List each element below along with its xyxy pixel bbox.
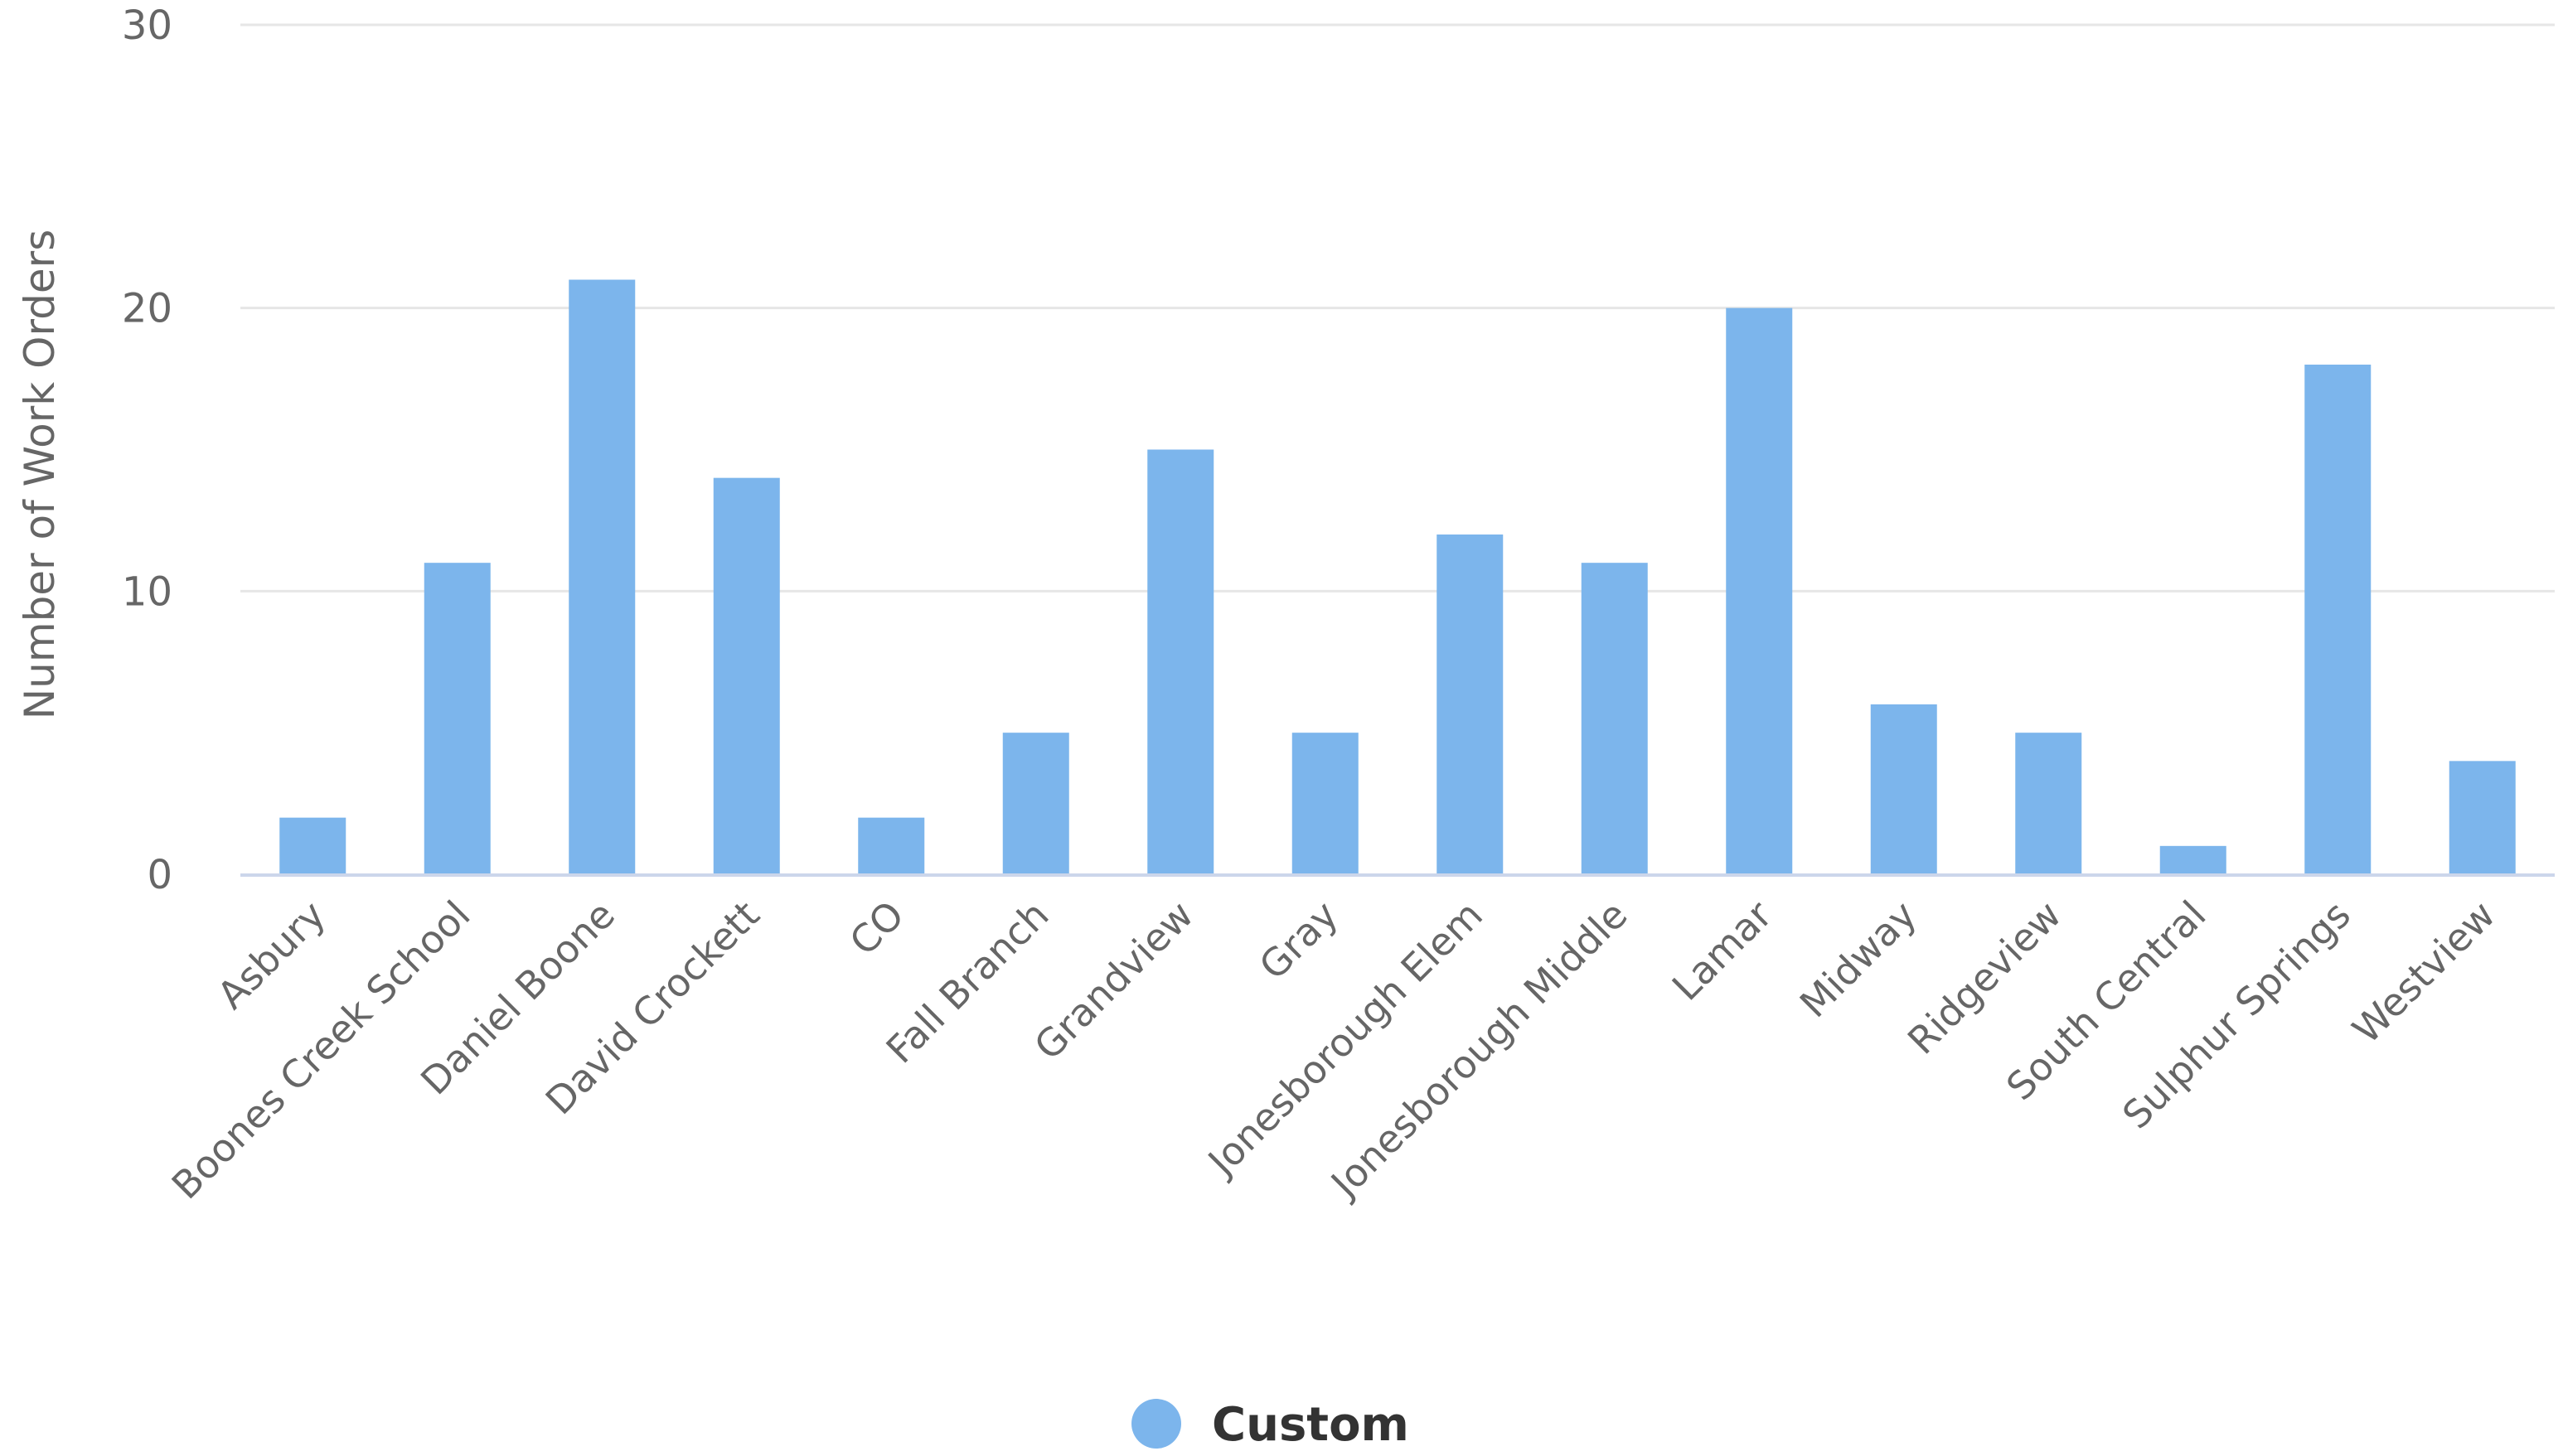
x-tick-label-gray: Gray [1251, 892, 1347, 989]
bar-boones-creek-school[interactable] [424, 563, 491, 874]
bar-co[interactable] [858, 817, 925, 874]
bar-jonesborough-elem[interactable] [1437, 535, 1504, 874]
bar-series-custom [279, 279, 2516, 875]
y-axis-title: Number of Work Orders [16, 230, 64, 719]
x-tick-label-boones-creek-school: Boones Creek School [163, 892, 479, 1208]
legend-marker-custom[interactable] [1131, 1399, 1181, 1449]
x-tick-label-lamar: Lamar [1664, 892, 1781, 1009]
x-tick-label-asbury: Asbury [209, 892, 334, 1018]
y-tick-label-30: 30 [122, 2, 172, 49]
legend-label-custom[interactable]: Custom [1212, 1398, 1409, 1452]
x-tick-label-jonesborough-elem: Jonesborough Elem [1198, 892, 1491, 1186]
bar-asbury[interactable] [279, 817, 346, 874]
x-tick-label-jonesborough-middle: Jonesborough Middle [1320, 892, 1635, 1207]
bar-fall-branch[interactable] [1002, 733, 1069, 874]
legend[interactable]: Custom [1131, 1398, 1409, 1452]
y-tick-label-0: 0 [147, 852, 172, 898]
bar-midway[interactable] [1870, 704, 1937, 874]
y-axis-ticks: 0 10 20 30 [122, 2, 172, 898]
bar-ridgeview[interactable] [2015, 733, 2082, 874]
x-tick-label-midway: Midway [1791, 892, 1926, 1027]
bar-lamar[interactable] [1726, 307, 1793, 875]
bar-grandview[interactable] [1147, 449, 1214, 875]
y-tick-label-10: 10 [122, 568, 172, 615]
bar-south-central[interactable] [2159, 845, 2226, 874]
bar-westview[interactable] [2449, 761, 2516, 874]
x-tick-label-westview: Westview [2343, 892, 2503, 1052]
y-tick-label-20: 20 [122, 286, 172, 332]
bar-jonesborough-middle[interactable] [1581, 563, 1648, 874]
bar-gray[interactable] [1291, 733, 1359, 874]
bar-david-crockett[interactable] [713, 477, 780, 874]
bar-daniel-boone[interactable] [569, 279, 636, 875]
x-tick-label-co: CO [841, 892, 913, 964]
bar-sulphur-springs[interactable] [2304, 365, 2372, 874]
